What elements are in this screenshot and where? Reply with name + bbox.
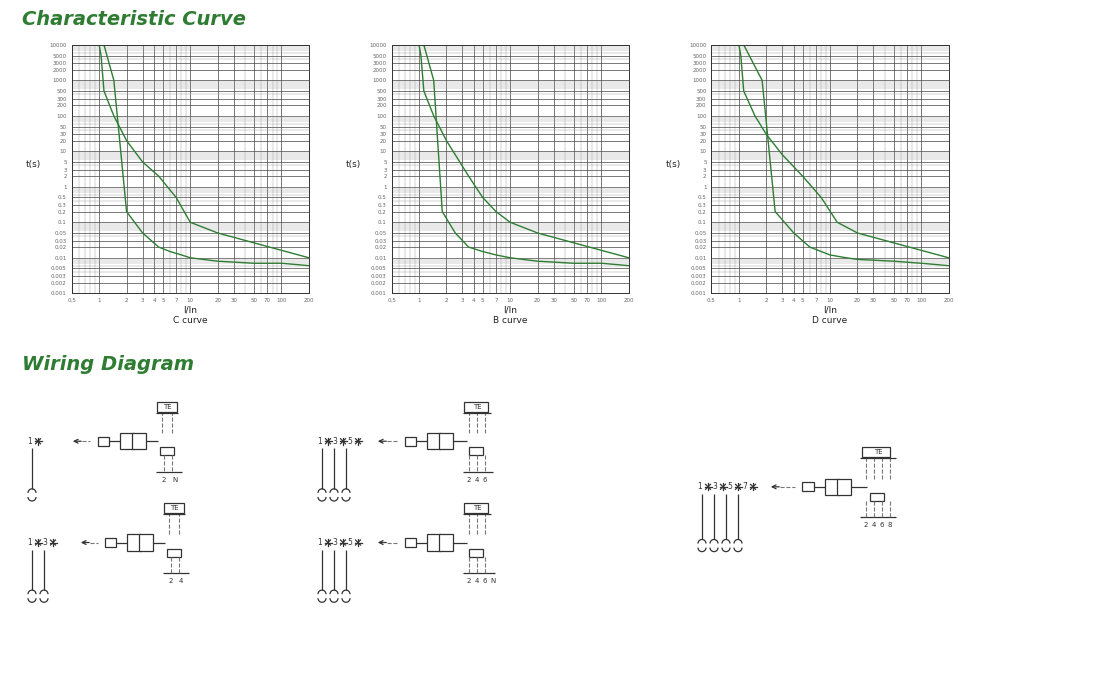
Y-axis label: t(s): t(s) bbox=[26, 160, 42, 169]
Bar bbox=[167, 549, 181, 557]
Text: 1: 1 bbox=[28, 538, 32, 547]
X-axis label: I/In
B curve: I/In B curve bbox=[493, 306, 527, 325]
Text: N: N bbox=[172, 477, 178, 483]
Text: 3: 3 bbox=[333, 538, 338, 547]
Text: 3: 3 bbox=[333, 437, 338, 446]
Bar bbox=[439, 433, 453, 449]
Bar bbox=[837, 479, 852, 495]
Bar bbox=[127, 535, 141, 551]
Text: 2: 2 bbox=[467, 477, 471, 483]
Text: 4: 4 bbox=[871, 522, 876, 529]
Text: TE: TE bbox=[874, 449, 882, 455]
Bar bbox=[139, 535, 153, 551]
Text: 6: 6 bbox=[880, 522, 885, 529]
Text: 1: 1 bbox=[28, 437, 32, 446]
Text: TE: TE bbox=[162, 404, 171, 410]
Text: 2: 2 bbox=[169, 578, 173, 584]
Bar bbox=[464, 503, 488, 513]
Bar bbox=[164, 503, 184, 513]
Bar bbox=[825, 479, 839, 495]
Bar bbox=[105, 538, 116, 547]
Text: 1: 1 bbox=[318, 538, 322, 547]
Bar bbox=[863, 447, 890, 457]
Text: 4: 4 bbox=[179, 578, 183, 584]
Text: 2: 2 bbox=[864, 522, 868, 529]
Text: 6: 6 bbox=[483, 578, 488, 584]
Bar bbox=[405, 538, 416, 547]
Text: 6: 6 bbox=[483, 477, 488, 483]
Bar bbox=[464, 402, 488, 412]
Text: 7: 7 bbox=[742, 482, 748, 491]
Text: N: N bbox=[491, 578, 495, 584]
Bar bbox=[120, 433, 133, 449]
Bar bbox=[469, 549, 483, 557]
Text: 5: 5 bbox=[347, 437, 353, 446]
Text: Characteristic Curve: Characteristic Curve bbox=[22, 10, 246, 30]
Text: 4: 4 bbox=[474, 477, 479, 483]
Text: TE: TE bbox=[473, 404, 481, 410]
Text: 1: 1 bbox=[318, 437, 322, 446]
Bar bbox=[157, 402, 176, 412]
Bar bbox=[469, 447, 483, 455]
Bar bbox=[439, 535, 453, 551]
Bar bbox=[427, 535, 441, 551]
Text: 1: 1 bbox=[697, 482, 703, 491]
Bar bbox=[870, 493, 884, 501]
Bar bbox=[97, 437, 108, 446]
Text: 5: 5 bbox=[347, 538, 353, 547]
Text: 8: 8 bbox=[888, 522, 892, 529]
Bar bbox=[160, 447, 174, 455]
X-axis label: I/In
C curve: I/In C curve bbox=[173, 306, 207, 325]
Y-axis label: t(s): t(s) bbox=[666, 160, 682, 169]
Text: 3: 3 bbox=[713, 482, 717, 491]
X-axis label: I/In
D curve: I/In D curve bbox=[813, 306, 847, 325]
Bar bbox=[405, 437, 416, 446]
Y-axis label: t(s): t(s) bbox=[346, 160, 362, 169]
Text: Wiring Diagram: Wiring Diagram bbox=[22, 355, 194, 375]
Text: 3: 3 bbox=[43, 538, 47, 547]
Text: TE: TE bbox=[170, 505, 179, 511]
Bar bbox=[132, 433, 146, 449]
Bar bbox=[427, 433, 441, 449]
Bar bbox=[802, 482, 814, 491]
Text: 2: 2 bbox=[162, 477, 167, 483]
Text: TE: TE bbox=[473, 505, 481, 511]
Text: 4: 4 bbox=[474, 578, 479, 584]
Text: 5: 5 bbox=[728, 482, 732, 491]
Text: 2: 2 bbox=[467, 578, 471, 584]
